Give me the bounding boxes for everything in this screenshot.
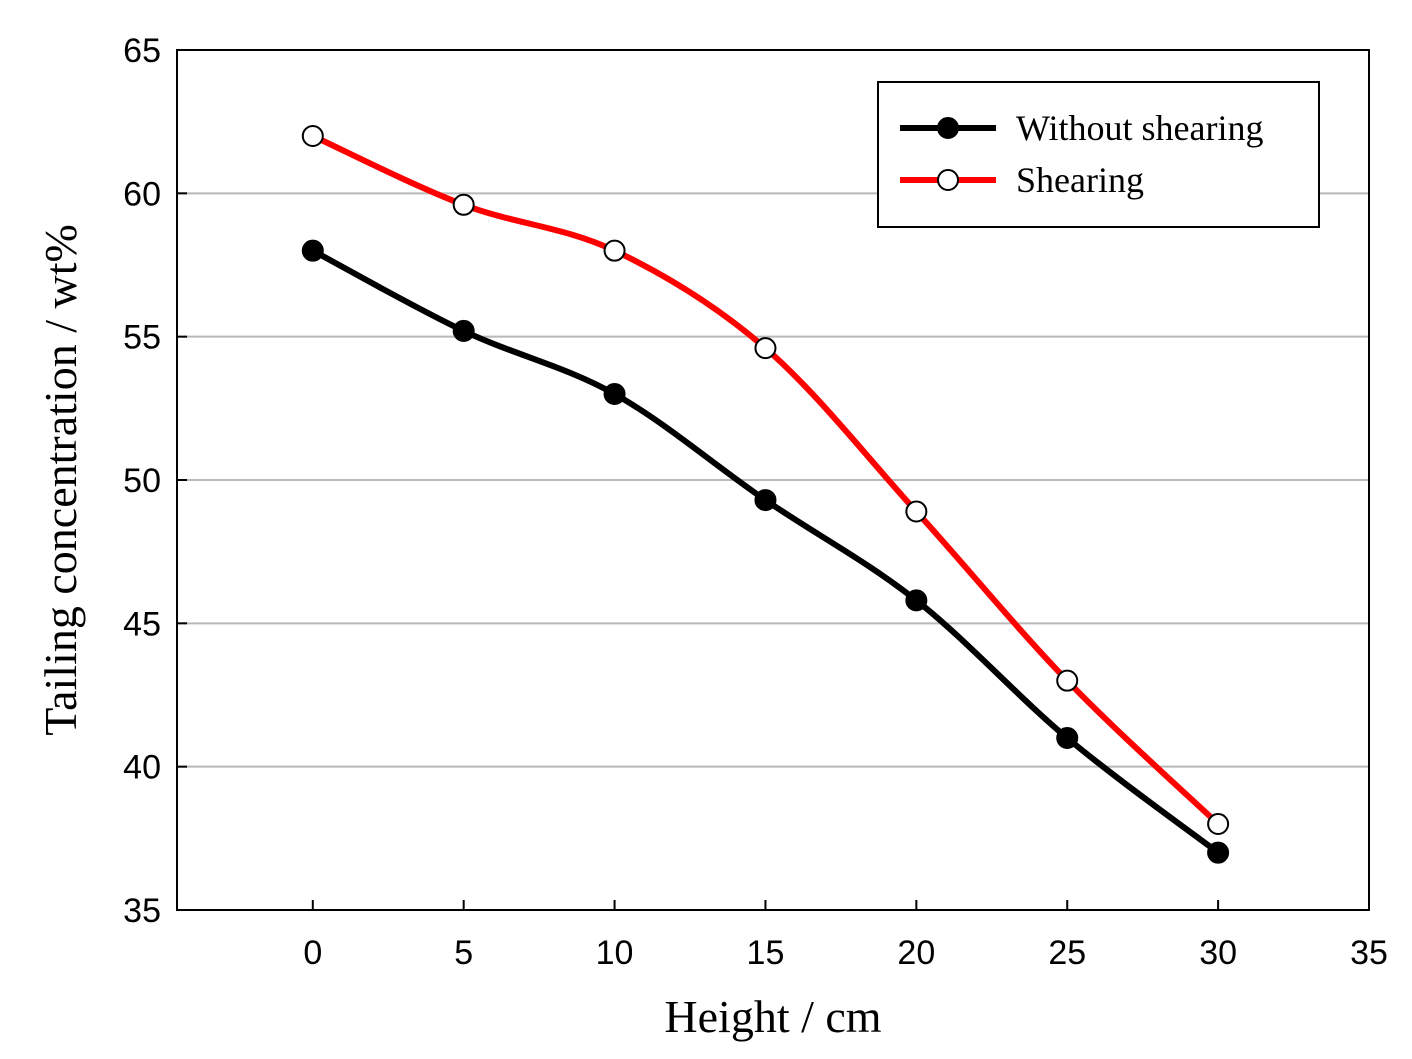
- legend-label-without-shearing: Without shearing: [1016, 108, 1264, 148]
- legend-label-shearing: Shearing: [1016, 160, 1144, 200]
- x-tick-label: 10: [596, 934, 634, 972]
- y-tick-label: 45: [123, 605, 161, 643]
- y-axis: 35 40 45 50 55 60 65: [123, 32, 187, 930]
- data-point-shearing: [905, 500, 928, 523]
- legend: Without shearing Shearing: [877, 81, 1320, 228]
- data-point-without-shearing: [1056, 727, 1079, 749]
- x-axis: 0 5 10 15 20 25 30 35: [303, 900, 1388, 972]
- legend-marker-shearing: [937, 169, 959, 191]
- data-point-shearing: [452, 193, 475, 216]
- y-tick-label: 50: [123, 462, 161, 500]
- data-point-without-shearing: [905, 589, 928, 612]
- y-tick-label: 40: [123, 749, 161, 787]
- y-tick-label: 65: [123, 32, 161, 70]
- data-point-without-shearing: [754, 489, 777, 512]
- x-axis-title: Height / cm: [664, 991, 881, 1042]
- y-tick-label: 35: [123, 892, 161, 930]
- x-tick-label: 15: [747, 934, 785, 972]
- y-axis-title: Tailing concentration / wt%: [35, 224, 86, 736]
- legend-box: [877, 81, 1320, 228]
- y-tick-label: 60: [123, 175, 161, 213]
- data-point-shearing: [603, 239, 626, 262]
- data-point-without-shearing: [603, 383, 626, 405]
- x-tick-label: 20: [897, 934, 935, 972]
- x-tick-label: 0: [303, 934, 322, 972]
- y-tick-label: 55: [123, 319, 161, 357]
- data-point-without-shearing: [452, 319, 475, 342]
- x-tick-label: 25: [1048, 934, 1086, 972]
- x-tick-label: 30: [1199, 934, 1237, 972]
- x-tick-label: 35: [1350, 934, 1388, 972]
- series-layer: [301, 125, 1230, 864]
- legend-marker-without-shearing: [937, 117, 959, 139]
- data-point-shearing: [301, 125, 324, 147]
- data-point-without-shearing: [1207, 841, 1230, 864]
- data-point-shearing: [1056, 669, 1079, 692]
- grid-lines: [177, 192, 1369, 768]
- data-point-shearing: [1207, 813, 1230, 835]
- data-point-shearing: [754, 337, 777, 360]
- data-point-without-shearing: [301, 239, 324, 262]
- x-tick-label: 5: [454, 934, 473, 972]
